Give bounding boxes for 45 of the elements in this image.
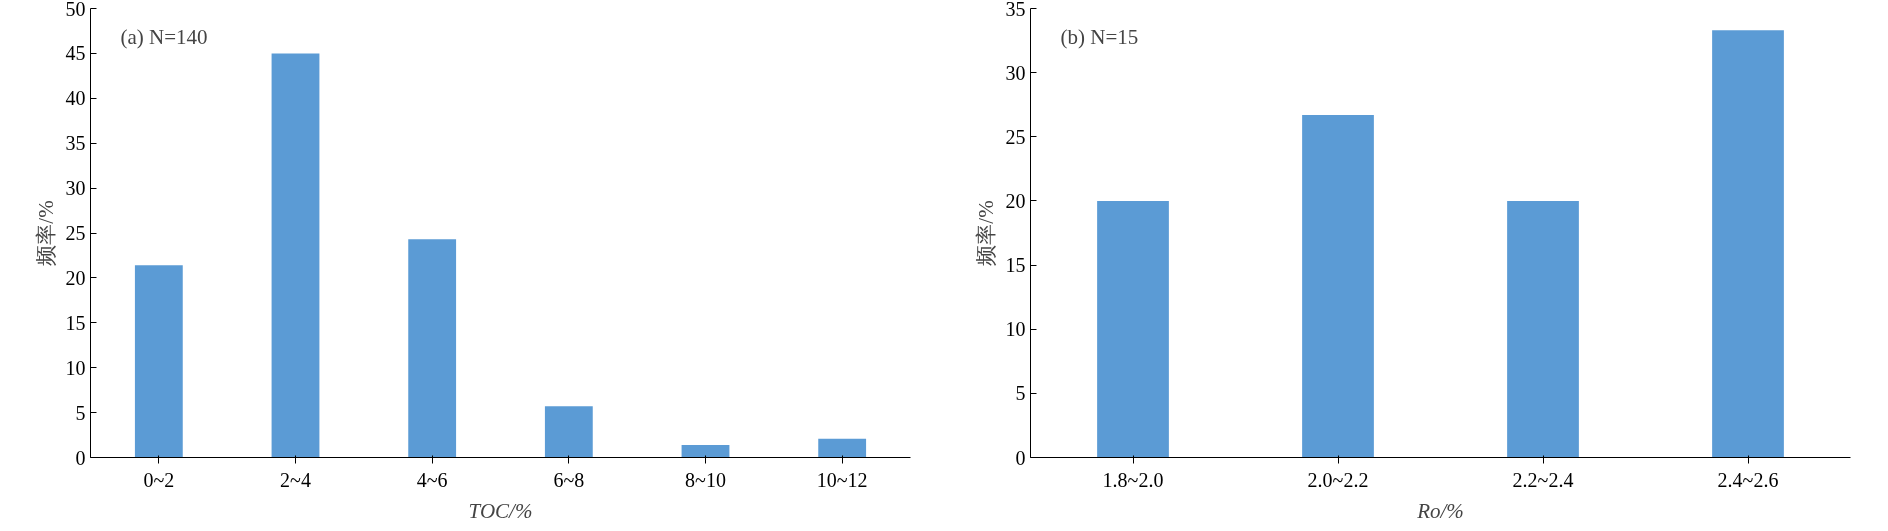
y-tick-label: 25: [65, 222, 86, 244]
bar: [544, 406, 593, 458]
y-tick-label: 30: [65, 177, 86, 200]
y-tick-label: 15: [65, 311, 86, 334]
y-tick-label: 25: [1005, 125, 1026, 148]
y-tick-label: 20: [65, 266, 86, 289]
x-tick-label: 2.2~2.4: [1512, 468, 1574, 491]
bar: [408, 239, 457, 458]
x-tick-label: 6~8: [553, 468, 585, 491]
y-tick-label: 15: [1005, 254, 1026, 277]
x-tick-label: 2.4~2.6: [1717, 468, 1779, 491]
bar: [1302, 114, 1374, 458]
x-tick-label: 1.8~2.0: [1102, 468, 1164, 491]
x-axis-title: Ro/%: [1416, 498, 1464, 523]
y-tick-label: 35: [65, 132, 86, 155]
y-tick-label: 35: [1005, 0, 1026, 20]
bar: [1507, 200, 1579, 458]
x-tick-label: 8~10: [685, 468, 726, 491]
bar: [134, 265, 183, 458]
y-tick-label: 40: [65, 87, 86, 110]
x-tick-label: 10~12: [816, 468, 868, 491]
annotation: (b) N=15: [1060, 24, 1139, 49]
y-axis-title: 频率/%: [973, 200, 998, 266]
y-axis-title: 频率/%: [33, 200, 58, 266]
y-tick-label: 45: [65, 42, 86, 65]
bar: [271, 53, 320, 458]
x-tick-label: 2~4: [280, 468, 311, 491]
bar: [1097, 200, 1169, 458]
bar: [681, 444, 730, 458]
x-tick-label: 2.0~2.2: [1307, 468, 1369, 491]
y-tick-label: 30: [1005, 61, 1026, 84]
y-tick-label: 0: [1015, 446, 1026, 469]
y-tick-label: 10: [65, 356, 86, 379]
y-tick-label: 0: [75, 446, 86, 469]
annotation: (a) N=140: [120, 24, 208, 49]
y-tick-label: 5: [75, 401, 86, 424]
y-tick-label: 10: [1005, 318, 1026, 341]
x-tick-label: 0~2: [143, 468, 175, 491]
x-tick-label: 4~6: [416, 468, 448, 491]
y-tick-label: 20: [1005, 189, 1026, 212]
bar: [1712, 30, 1784, 458]
y-tick-label: 50: [65, 0, 86, 20]
y-tick-label: 5: [1015, 382, 1026, 405]
x-axis-title: TOC/%: [468, 498, 533, 523]
bar: [818, 438, 867, 458]
